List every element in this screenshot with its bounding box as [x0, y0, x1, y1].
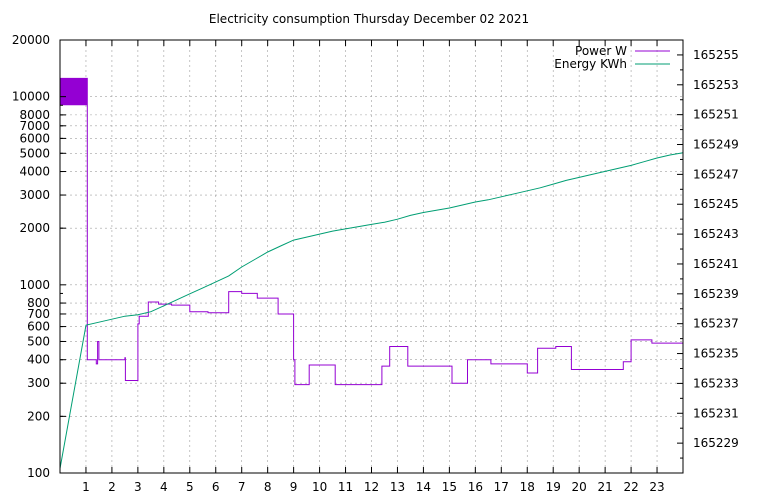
y-left-tick-label: 800 [27, 296, 50, 310]
x-tick-label: 6 [212, 480, 220, 494]
x-tick-label: 22 [623, 480, 638, 494]
x-tick-label: 1 [82, 480, 90, 494]
y-right-tick-label: 165247 [693, 167, 739, 181]
legend-label-power: Power W [575, 44, 627, 58]
y-right-tick-label: 165233 [693, 376, 739, 390]
y-left-tick-label: 1000 [19, 278, 50, 292]
y-right-tick-label: 165231 [693, 406, 739, 420]
x-tick-label: 15 [442, 480, 457, 494]
y-left-tick-label: 10000 [12, 90, 50, 104]
y-left-tick-label: 2000 [19, 221, 50, 235]
x-tick-label: 16 [468, 480, 483, 494]
y-left-tick-label: 300 [27, 376, 50, 390]
x-tick-labels: 1 2 3 4 5 6 7 8 9 10 11 12 13 14 15 16 17 18 19 20 21 22 23 [82, 480, 665, 494]
x-tick-label: 14 [416, 480, 431, 494]
x-tick-label: 12 [364, 480, 379, 494]
y-left-tick-label: 6000 [19, 131, 50, 145]
x-tick-label: 5 [186, 480, 194, 494]
y-left-tick-label: 3000 [19, 188, 50, 202]
y-right-tick-label: 165255 [693, 48, 739, 62]
x-tick-label: 11 [338, 480, 353, 494]
power-band [60, 78, 88, 106]
x-tick-label: 9 [290, 480, 298, 494]
power-series-line [60, 77, 684, 386]
x-tick-label: 23 [649, 480, 664, 494]
y-right-tick-label: 165243 [693, 227, 739, 241]
y-left-tick-label: 400 [27, 353, 50, 367]
y-left-tick-label: 100 [27, 466, 50, 480]
axis-ticks [60, 39, 683, 474]
x-tick-label: 19 [546, 480, 561, 494]
energy-series-line [59, 152, 684, 469]
series-layer [59, 77, 684, 469]
y-left-tick-label: 8000 [19, 108, 50, 122]
x-tick-label: 10 [312, 480, 327, 494]
chart-title: Electricity consumption Thursday Decembe… [209, 12, 529, 26]
y-right-tick-label: 165251 [693, 108, 739, 122]
x-tick-label: 8 [264, 480, 272, 494]
x-tick-label: 13 [390, 480, 405, 494]
x-tick-label: 7 [238, 480, 246, 494]
y-right-tick-label: 165245 [693, 197, 739, 211]
y-right-tick-label: 165241 [693, 257, 739, 271]
y-left-tick-label: 200 [27, 409, 50, 423]
y-left-tick-label: 700 [27, 307, 50, 321]
y-left-tick-label: 500 [27, 334, 50, 348]
x-tick-label: 20 [572, 480, 587, 494]
y-right-tick-label: 165229 [693, 436, 739, 450]
legend: Power W Energy KWh [554, 44, 670, 71]
x-tick-label: 21 [597, 480, 612, 494]
y-right-tick-label: 165235 [693, 347, 739, 361]
y-right-tick-label: 165249 [693, 138, 739, 152]
y-left-tick-label: 4000 [19, 165, 50, 179]
x-tick-label: 17 [494, 480, 509, 494]
y-right-tick-label: 165239 [693, 287, 739, 301]
y-right-tick-label: 165237 [693, 317, 739, 331]
y-left-tick-label: 5000 [19, 146, 50, 160]
y-right-tick-label: 165253 [693, 78, 739, 92]
x-tick-label: 3 [134, 480, 142, 494]
legend-label-energy: Energy KWh [554, 57, 627, 71]
x-tick-label: 18 [520, 480, 535, 494]
y-right-tick-labels: 165229 165231 165233 165235 165237 165239 1652… [693, 48, 739, 450]
y-left-tick-label: 7000 [19, 119, 50, 133]
x-tick-label: 4 [160, 480, 168, 494]
x-tick-label: 2 [108, 480, 116, 494]
y-left-tick-label: 20000 [12, 33, 50, 47]
y-left-tick-label: 600 [27, 320, 50, 334]
grid-lines [60, 40, 683, 473]
